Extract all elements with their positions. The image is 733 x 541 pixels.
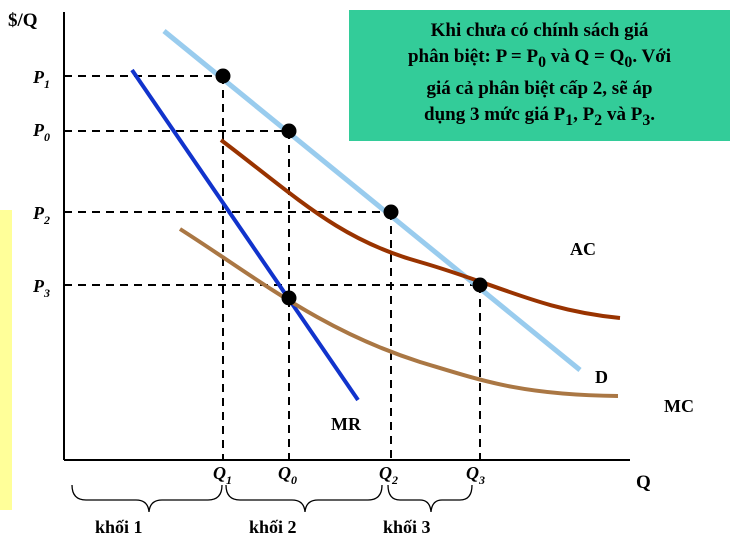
ac-label: AC xyxy=(570,239,596,259)
block-label-2: khối 2 xyxy=(249,517,297,537)
price-label-p3: P3 xyxy=(32,276,50,300)
brace-block-2 xyxy=(225,484,383,513)
block-braces xyxy=(71,484,473,513)
price-label-p2: P2 xyxy=(32,203,50,227)
ac-curve xyxy=(219,138,621,320)
point-p3q3 xyxy=(472,277,488,293)
quantity-label-q3: Q3 xyxy=(466,463,485,487)
quantity-label-q1: Q1 xyxy=(213,463,232,487)
brace-block-3 xyxy=(387,484,473,513)
note-line-4: dụng 3 mức giá P1, P2 và P3. xyxy=(424,103,655,129)
point-p1q1 xyxy=(215,68,231,84)
brace-block-1 xyxy=(71,484,223,513)
point-p2q2 xyxy=(383,204,399,220)
block-label-1: khối 1 xyxy=(95,517,143,537)
explanation-note: Khi chưa có chính sách giá phân biệt: P … xyxy=(349,10,730,141)
mr-curve xyxy=(130,68,360,402)
mr-label: MR xyxy=(331,414,362,434)
mc-label: MC xyxy=(664,396,694,416)
block-label-3: khối 3 xyxy=(383,517,431,537)
point-p0q0 xyxy=(281,123,297,139)
price-label-p1: P1 xyxy=(32,67,50,91)
d-label: D xyxy=(595,367,608,387)
price-label-p0: P0 xyxy=(32,120,50,144)
point-mr-mc xyxy=(281,290,297,306)
y-axis-label: $/Q xyxy=(8,10,38,31)
quantity-label-q2: Q2 xyxy=(379,463,398,487)
x-axis-label: Q xyxy=(636,472,651,493)
note-line-1: Khi chưa có chính sách giá xyxy=(430,19,649,41)
mc-curve xyxy=(178,227,619,398)
demand-curve xyxy=(162,29,582,372)
side-highlight-box xyxy=(0,210,12,510)
note-line-3: giá cả phân biệt cấp 2, sẽ áp xyxy=(426,77,653,99)
quantity-label-q0: Q0 xyxy=(278,463,297,487)
note-line-2: phân biệt: P = P0 và Q = Q0. Với xyxy=(407,45,672,71)
